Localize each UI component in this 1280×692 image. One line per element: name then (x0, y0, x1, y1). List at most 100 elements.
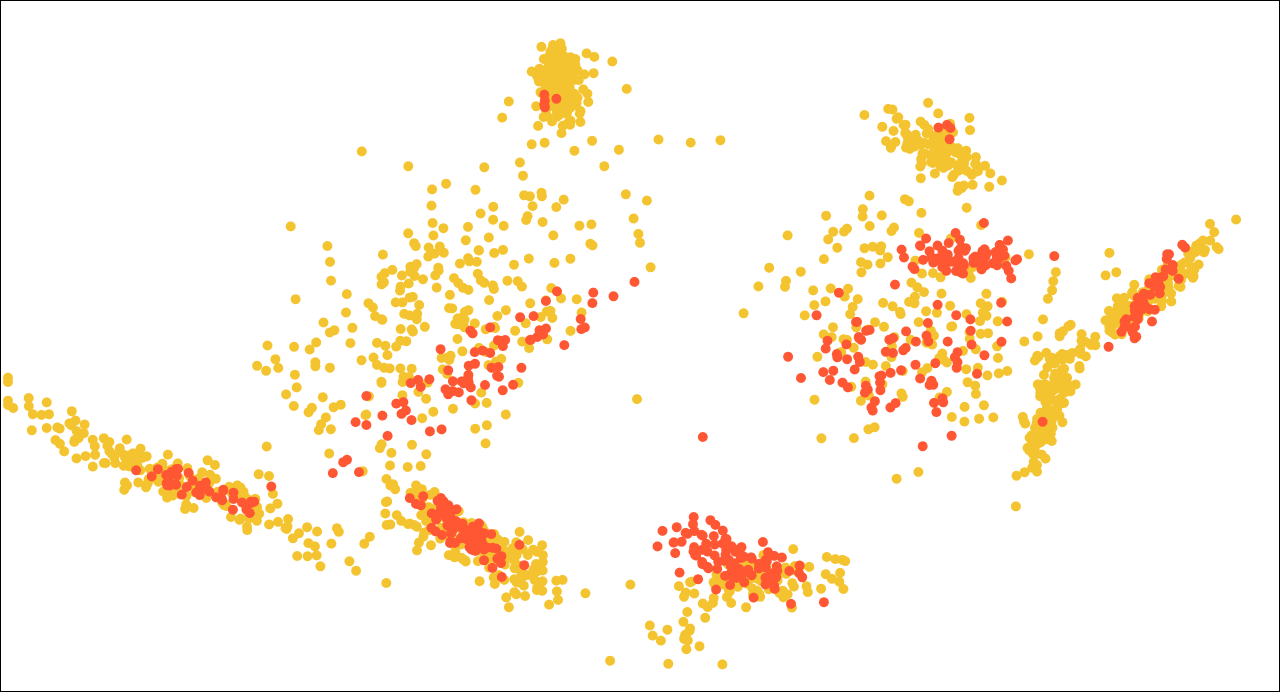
scatter-point (952, 347, 963, 358)
scatter-point (709, 539, 720, 550)
scatter-point (438, 223, 449, 234)
scatter-point (835, 567, 846, 578)
scatter-point (764, 262, 775, 273)
scatter-point (311, 550, 322, 561)
scatter-point (981, 310, 992, 321)
scatter-point (399, 308, 410, 319)
scatter-point (565, 103, 576, 113)
scatter-point (565, 253, 576, 264)
scatter-point (887, 104, 898, 115)
scatter-point (1058, 398, 1069, 409)
scatter-point (508, 379, 519, 390)
scatter-point (102, 440, 113, 451)
scatter-point (760, 562, 771, 573)
scatter-point (469, 347, 480, 358)
scatter-point (558, 194, 569, 205)
scatter-point (551, 93, 562, 104)
scatter-point (717, 525, 728, 536)
scatter-point (441, 178, 452, 189)
scatter-point (338, 457, 349, 468)
scatter-point (682, 607, 693, 617)
scatter-point (438, 247, 449, 258)
scatter-point (1043, 396, 1053, 406)
scatter-point (380, 508, 391, 519)
scatter-point (303, 407, 314, 418)
scatter-point (927, 158, 938, 168)
scatter-point (273, 516, 283, 527)
scatter-point (1147, 316, 1157, 327)
scatter-point (777, 585, 788, 596)
scatter-point (992, 316, 1003, 327)
scatter-point (812, 351, 823, 362)
scatter-point (496, 353, 507, 364)
scatter-point (446, 528, 457, 539)
scatter-point (937, 262, 948, 273)
scatter-point (325, 256, 335, 267)
scatter-point (87, 434, 98, 445)
scatter-point (479, 528, 490, 539)
scatter-point (326, 275, 336, 286)
scatter-point (396, 408, 407, 419)
scatter-point (316, 419, 327, 430)
scatter-point (961, 145, 972, 156)
scatter-point (575, 106, 586, 116)
scatter-point (341, 289, 352, 300)
scatter-point (509, 574, 520, 585)
scatter-point (403, 161, 414, 172)
scatter-point (261, 441, 272, 452)
scatter-point (457, 346, 468, 357)
scatter-point (1054, 331, 1065, 342)
scatter-point (635, 237, 645, 248)
scatter-point (497, 385, 508, 396)
scatter-point (1176, 259, 1187, 270)
scatter-point (546, 62, 557, 73)
scatter-point (253, 469, 264, 480)
scatter-point (487, 562, 498, 573)
scatter-point (1002, 366, 1013, 376)
scatter-point (322, 241, 333, 251)
scatter-point (1002, 316, 1013, 327)
scatter-point (282, 521, 293, 532)
scatter-point (975, 298, 986, 309)
scatter-point (587, 240, 598, 251)
scatter-point (302, 522, 313, 533)
scatter-point (1034, 382, 1045, 393)
scatter-point (1166, 296, 1177, 307)
scatter-point (474, 576, 485, 587)
scatter-point (557, 574, 568, 585)
scatter-point (406, 363, 417, 374)
scatter-point (385, 460, 395, 471)
scatter-point (849, 364, 860, 375)
scatter-point (347, 322, 358, 333)
scatter-point (548, 230, 559, 241)
scatter-point (430, 270, 441, 281)
scatter-point (245, 496, 256, 507)
scatter-point (426, 200, 437, 211)
scatter-point (354, 467, 364, 478)
scatter-point (697, 432, 708, 442)
scatter-point (786, 598, 796, 609)
scatter-point (407, 439, 417, 450)
scatter-point (890, 279, 900, 290)
scatter-point (899, 252, 909, 263)
scatter-point (923, 97, 934, 108)
scatter-point (121, 434, 132, 445)
scatter-point (880, 346, 891, 357)
scatter-point (856, 267, 867, 278)
scatter-point (945, 300, 956, 311)
scatter-point (412, 545, 422, 556)
scatter-point (818, 254, 829, 265)
scatter-point (427, 218, 438, 228)
scatter-point (467, 521, 478, 532)
scatter-point (23, 401, 34, 412)
scatter-point (1019, 467, 1030, 478)
scatter-point (917, 268, 927, 279)
scatter-point (690, 549, 701, 560)
scatter-point (705, 515, 716, 526)
scatter-point (317, 392, 328, 403)
scatter-point (884, 334, 895, 345)
scatter-point (401, 336, 412, 347)
scatter-point (809, 300, 820, 311)
scatter-point (202, 455, 213, 466)
scatter-point (580, 588, 591, 599)
